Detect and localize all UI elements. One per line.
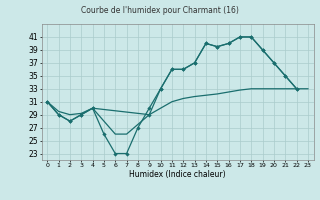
X-axis label: Humidex (Indice chaleur): Humidex (Indice chaleur)	[129, 170, 226, 179]
Text: Courbe de l'humidex pour Charmant (16): Courbe de l'humidex pour Charmant (16)	[81, 6, 239, 15]
